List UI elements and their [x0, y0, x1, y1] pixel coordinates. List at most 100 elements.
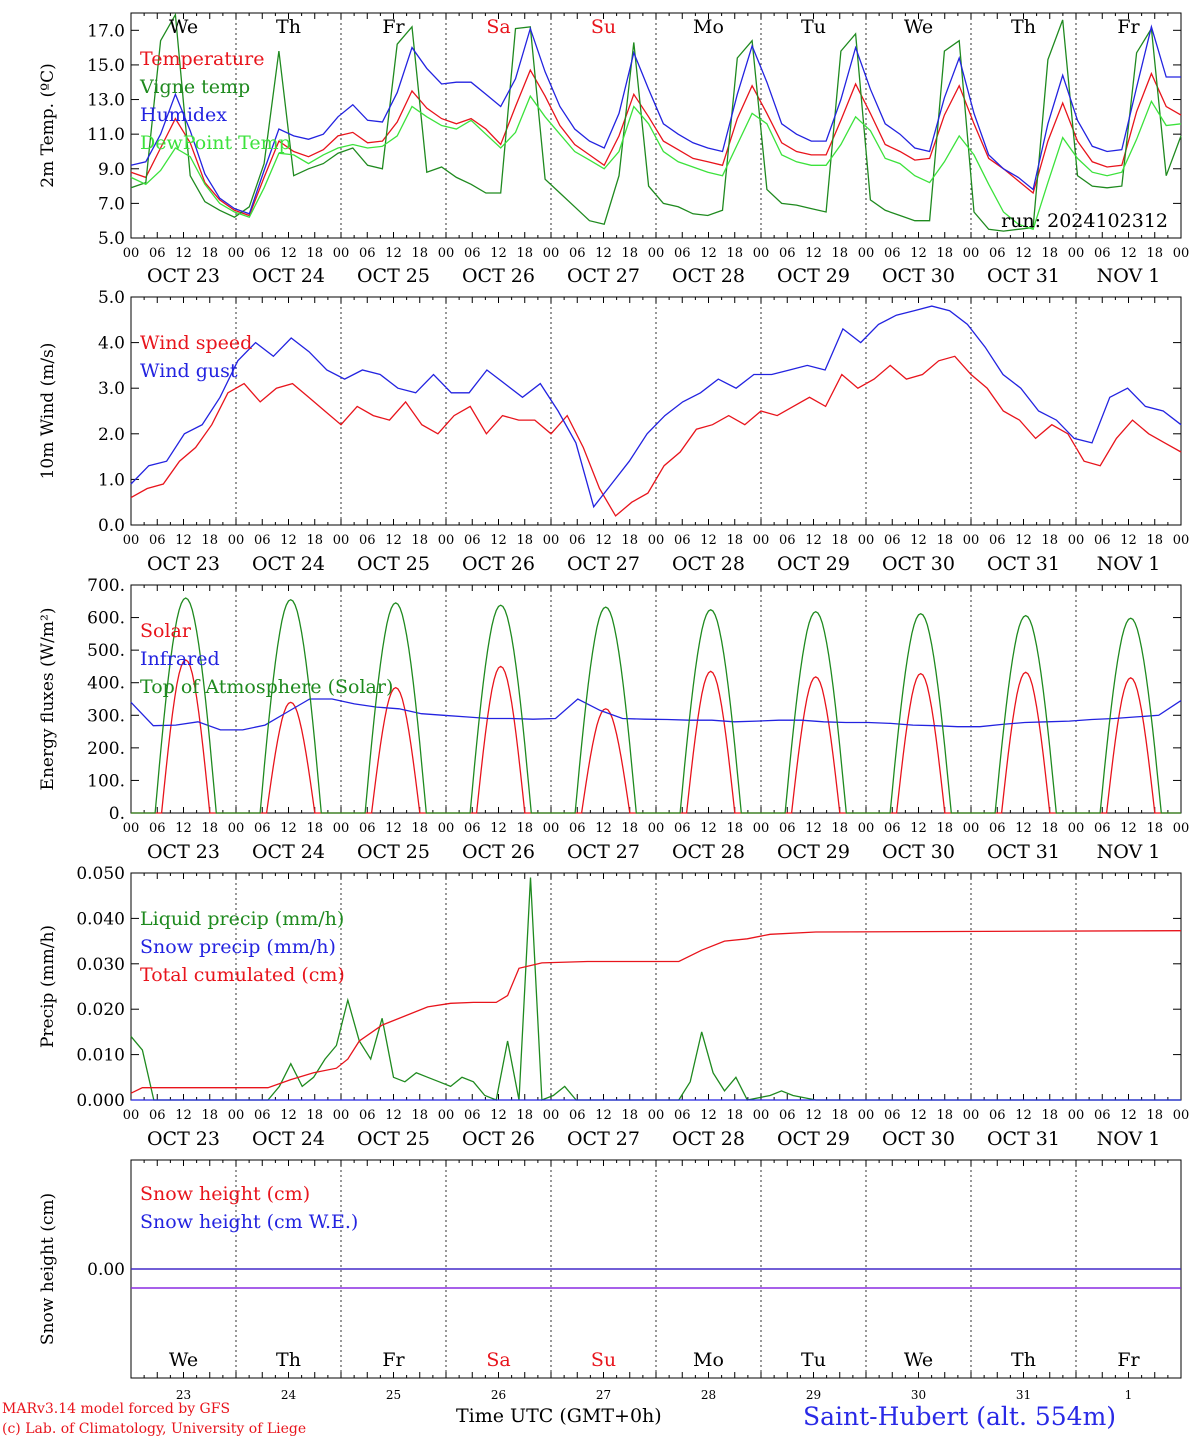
hour-tick-label: 12 [700, 533, 717, 548]
y-tick-label: 0.040 [76, 909, 125, 929]
hour-tick-label: 00 [123, 1108, 140, 1123]
lab-credit: (c) Lab. of Climatology, University of L… [2, 1421, 307, 1437]
hour-tick-label: 00 [963, 1108, 980, 1123]
date-label: OCT 24 [252, 841, 325, 863]
hour-tick-label: 12 [805, 1108, 822, 1123]
hour-tick-label: 06 [779, 246, 796, 261]
hour-tick-label: 06 [149, 246, 166, 261]
hour-tick-label: 12 [280, 1108, 297, 1123]
hour-tick-label: 00 [333, 533, 350, 548]
hour-tick-label: 12 [385, 246, 402, 261]
series-line-liquid-precip-mm-h- [130, 877, 1181, 1101]
date-label: OCT 29 [777, 265, 850, 287]
hour-tick-label: 00 [228, 821, 245, 836]
hour-tick-label: 18 [621, 246, 638, 261]
hour-tick-label: 18 [411, 533, 428, 548]
hour-tick-label: 12 [280, 821, 297, 836]
y-tick-label: 200. [87, 739, 125, 759]
hour-tick-label: 18 [1146, 821, 1163, 836]
date-label: NOV 1 [1097, 1128, 1161, 1150]
y-tick-label: 5.0 [98, 288, 125, 308]
day-number: 29 [806, 1388, 821, 1402]
hour-tick-label: 06 [884, 1108, 901, 1123]
y-tick-label: 0.0 [98, 516, 125, 536]
hour-tick-label: 12 [805, 533, 822, 548]
date-label: OCT 27 [567, 1128, 640, 1150]
hour-tick-label: 06 [359, 1108, 376, 1123]
hour-tick-label: 12 [175, 1108, 192, 1123]
hour-tick-label: 00 [333, 1108, 350, 1123]
hour-tick-label: 18 [201, 533, 218, 548]
station-name: Saint-Hubert (alt. 554m) [803, 1402, 1117, 1431]
hour-tick-label: 18 [831, 533, 848, 548]
hour-tick-label: 12 [595, 533, 612, 548]
hour-tick-label: 06 [359, 821, 376, 836]
hour-tick-label: 12 [910, 246, 927, 261]
hour-tick-label: 12 [1120, 1108, 1137, 1123]
legend-entry: Solar [140, 620, 192, 642]
hour-tick-label: 00 [753, 821, 770, 836]
hour-tick-label: 18 [831, 1108, 848, 1123]
hour-tick-label: 12 [385, 533, 402, 548]
day-name-top: Th [1011, 16, 1036, 38]
hour-tick-label: 06 [464, 246, 481, 261]
hour-tick-label: 06 [254, 533, 271, 548]
meteogram-svg: 5.07.09.011.013.015.017.02m Temp. (ºC)00… [38, 12, 1190, 1402]
day-name-bottom: Fr [382, 1349, 405, 1371]
series-line-infrared [130, 698, 1182, 731]
hour-tick-label: 00 [543, 246, 560, 261]
hour-tick-label: 00 [648, 1108, 665, 1123]
day-name-bottom: Su [591, 1349, 616, 1371]
legend-entry: Snow height (cm W.E.) [140, 1211, 358, 1233]
y-tick-label: 0.000 [76, 1091, 125, 1111]
hour-tick-label: 06 [779, 533, 796, 548]
hour-tick-label: 00 [1068, 1108, 1085, 1123]
date-label: OCT 23 [147, 553, 220, 575]
hour-tick-label: 18 [201, 246, 218, 261]
hour-tick-label: 18 [1041, 1108, 1058, 1123]
legend-entry: Temperature [140, 48, 264, 70]
hour-tick-label: 12 [1015, 533, 1032, 548]
hour-tick-label: 00 [753, 1108, 770, 1123]
hour-tick-label: 18 [411, 246, 428, 261]
hour-tick-label: 18 [1146, 533, 1163, 548]
day-name-top: We [904, 16, 933, 38]
y-tick-label: 400. [87, 674, 125, 694]
date-label: OCT 23 [147, 1128, 220, 1150]
legend-entry: Wind speed [140, 332, 252, 354]
hour-tick-label: 12 [595, 246, 612, 261]
date-label: OCT 29 [777, 841, 850, 863]
y-tick-label: 500. [87, 641, 125, 661]
date-label: OCT 25 [357, 265, 430, 287]
y-axis-title: 10m Wind (m/s) [38, 343, 58, 480]
hour-tick-label: 00 [648, 821, 665, 836]
hour-tick-label: 06 [674, 533, 691, 548]
hour-tick-label: 06 [674, 821, 691, 836]
hour-tick-label: 12 [805, 821, 822, 836]
hour-tick-label: 00 [1173, 246, 1190, 261]
hour-tick-label: 00 [753, 533, 770, 548]
legend-entry: Snow precip (mm/h) [140, 936, 336, 958]
hour-tick-label: 00 [438, 1108, 455, 1123]
hour-tick-label: 12 [175, 821, 192, 836]
y-tick-label: 9.0 [98, 160, 125, 180]
date-label: OCT 29 [777, 1128, 850, 1150]
date-label: OCT 24 [252, 553, 325, 575]
panel-frame [130, 296, 1182, 526]
hour-tick-label: 06 [1094, 533, 1111, 548]
day-name-bottom: We [169, 1349, 198, 1371]
hour-tick-label: 06 [149, 1108, 166, 1123]
hour-tick-label: 12 [490, 246, 507, 261]
hour-tick-label: 06 [989, 1108, 1006, 1123]
date-label: OCT 31 [987, 265, 1060, 287]
hour-tick-label: 00 [858, 533, 875, 548]
hour-tick-label: 12 [1015, 1108, 1032, 1123]
hour-tick-label: 00 [333, 821, 350, 836]
y-tick-label: 600. [87, 609, 125, 629]
hour-tick-label: 06 [464, 1108, 481, 1123]
date-label: OCT 25 [357, 553, 430, 575]
hour-tick-label: 00 [333, 246, 350, 261]
hour-tick-label: 12 [1120, 533, 1137, 548]
meteogram: 5.0 7.0 9.0 11.0 13.0 15.0 17.0 2m Temp. (ºC) 00… [38, 12, 1190, 1402]
hour-tick-label: 06 [359, 533, 376, 548]
